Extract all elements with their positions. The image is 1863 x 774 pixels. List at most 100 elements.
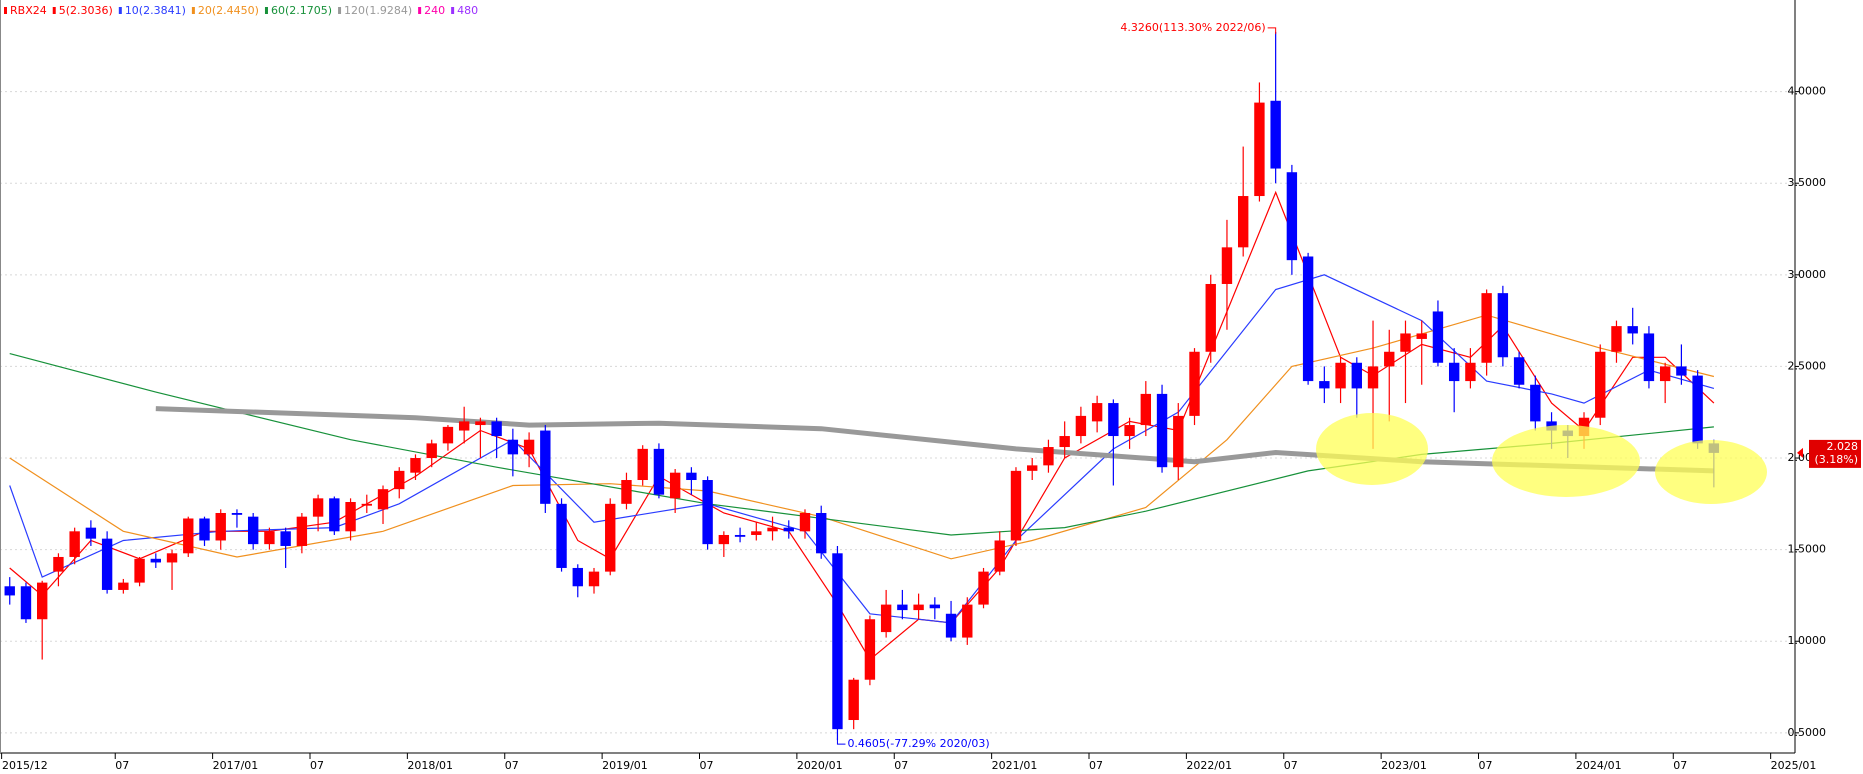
legend-swatch <box>418 7 422 14</box>
candle-body <box>913 604 924 611</box>
candle-body <box>377 489 389 510</box>
candle-body <box>1319 381 1330 389</box>
candle-body <box>832 553 843 730</box>
candle-body <box>1351 362 1362 389</box>
candle-body <box>1513 357 1525 385</box>
candle-body <box>1286 172 1298 261</box>
legend-swatch <box>264 7 268 14</box>
candle-body <box>394 470 405 490</box>
candle-body <box>540 430 551 504</box>
candle-body <box>1432 311 1444 363</box>
candle-body <box>734 534 746 537</box>
candle-body <box>929 604 941 609</box>
y-tick-label: 1.5000 <box>1788 543 1827 556</box>
last-marker <box>1797 447 1803 458</box>
y-tick-label: 4.0000 <box>1788 85 1827 98</box>
candle-body <box>53 556 64 572</box>
candle-body <box>702 480 713 545</box>
candle-body <box>442 426 454 444</box>
highlight-ellipse <box>1492 425 1640 497</box>
candle-body <box>101 538 113 590</box>
candle-body <box>1692 375 1703 444</box>
candle-body <box>280 531 291 546</box>
ma-line <box>9 314 1715 560</box>
candle-body <box>491 421 502 437</box>
candle-body <box>523 439 535 455</box>
candle-body <box>1124 425 1135 437</box>
candle-body <box>1465 362 1476 382</box>
x-tick-label: 2015/12 <box>2 759 48 772</box>
x-tick-label: 07 <box>1479 759 1493 772</box>
candle-body <box>751 531 762 535</box>
candle-body <box>978 571 989 605</box>
x-tick-label: 07 <box>310 759 324 772</box>
candle-body <box>621 480 632 504</box>
legend-swatch <box>52 7 56 14</box>
legend-label: 240 <box>424 4 445 17</box>
last-price: 2.028 <box>1827 440 1859 453</box>
highlight-ellipse <box>1316 413 1428 485</box>
x-tick-label: 07 <box>505 759 519 772</box>
x-tick-label: 2025/01 <box>1771 759 1817 772</box>
candle-body <box>183 518 194 554</box>
candle-body <box>507 439 519 455</box>
candle-body <box>20 586 32 620</box>
candle-body <box>199 518 210 541</box>
legend-swatch <box>191 7 195 14</box>
annotation-arrow <box>836 738 846 745</box>
legend-swatch <box>451 7 455 14</box>
candle-body <box>1043 447 1054 466</box>
candle-body <box>1335 362 1346 389</box>
x-tick-label: 07 <box>1673 759 1687 772</box>
candle-body <box>4 586 15 596</box>
candle-body <box>458 421 470 431</box>
candle-body <box>1027 465 1038 471</box>
annotation-low: 0.4605(-77.29% 2020/03) <box>847 737 989 750</box>
candle-body <box>897 604 908 611</box>
x-tick-label: 2017/01 <box>213 759 259 772</box>
x-tick-label: 07 <box>894 759 908 772</box>
candle-body <box>1091 403 1103 422</box>
legend-swatch <box>4 7 7 14</box>
candle-body <box>718 534 730 545</box>
ma-line <box>9 353 1714 536</box>
candle-body <box>572 567 583 587</box>
ma-line <box>9 274 1715 624</box>
legend-label: 120(1.9284) <box>344 4 412 17</box>
candle-body <box>994 540 1005 572</box>
candle-body <box>1237 196 1249 248</box>
candle-body <box>1221 247 1233 284</box>
candle-body <box>1010 470 1022 541</box>
candle-body <box>1416 333 1427 339</box>
candle-body <box>1497 293 1509 358</box>
candle-body <box>1156 393 1168 468</box>
legend-label: 60(2.1705) <box>271 4 332 17</box>
legend-label: 20(2.4450) <box>198 4 259 17</box>
candle-body <box>864 619 876 680</box>
candle-body <box>1448 362 1460 382</box>
highlight-ellipse <box>1655 440 1767 504</box>
x-tick-label: 07 <box>699 759 713 772</box>
candle-body <box>1481 293 1492 363</box>
x-tick-label: 2022/01 <box>1186 759 1232 772</box>
candle-body <box>1530 384 1541 422</box>
candle-body <box>1384 351 1395 367</box>
candle-body <box>296 516 308 546</box>
candle-body <box>150 558 161 563</box>
candle-body <box>848 679 859 721</box>
candle-body <box>1189 351 1200 416</box>
candle-body <box>556 503 567 568</box>
candle-body <box>1676 366 1687 376</box>
candle-body <box>215 512 226 541</box>
candle-body <box>1205 283 1216 352</box>
last-price-box <box>1809 439 1861 468</box>
candle-body <box>361 503 372 506</box>
candle-body <box>1302 256 1314 382</box>
highlights <box>1316 413 1767 504</box>
candle-body <box>118 582 129 590</box>
candle-body <box>329 498 340 532</box>
candle-body <box>1059 436 1070 448</box>
x-tick-label: 07 <box>1089 759 1103 772</box>
